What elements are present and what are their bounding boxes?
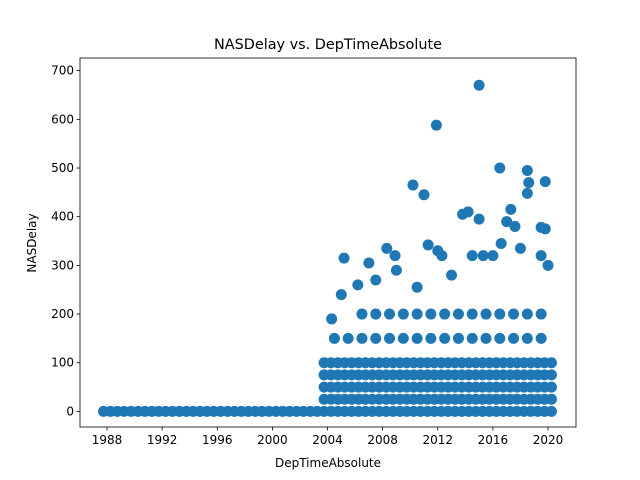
point (452, 332, 464, 344)
point (535, 250, 547, 262)
x-tick-label: 2020 (533, 433, 564, 447)
point (477, 250, 489, 262)
point (545, 405, 557, 417)
point (326, 313, 338, 325)
x-tick-label: 1992 (147, 433, 178, 447)
point (418, 189, 430, 201)
point (501, 216, 513, 228)
point (422, 239, 434, 251)
chart-title: NASDelay vs. DepTimeAbsolute (214, 37, 442, 53)
point (480, 308, 492, 320)
x-tick-label: 2000 (257, 433, 288, 447)
x-tick-label: 2008 (367, 433, 398, 447)
point (521, 187, 533, 199)
plot-area (98, 79, 557, 417)
point (411, 308, 423, 320)
point (521, 332, 533, 344)
point (466, 308, 478, 320)
point (370, 308, 382, 320)
point (545, 381, 557, 393)
point (545, 393, 557, 405)
point (508, 308, 520, 320)
y-tick-label: 400 (51, 210, 74, 224)
point (494, 308, 506, 320)
point (462, 206, 474, 218)
point (521, 308, 533, 320)
y-tick-label: 300 (51, 258, 74, 272)
point (508, 332, 520, 344)
point (545, 357, 557, 369)
point (473, 79, 485, 91)
x-tick-label: 2016 (478, 433, 509, 447)
point (487, 250, 499, 262)
point (439, 308, 451, 320)
point (439, 332, 451, 344)
point (389, 250, 401, 262)
point (390, 264, 402, 276)
point (466, 250, 478, 262)
point (425, 308, 437, 320)
point (542, 259, 554, 271)
point (425, 332, 437, 344)
point (384, 308, 396, 320)
point (446, 269, 458, 281)
point (473, 213, 485, 225)
point (535, 308, 547, 320)
y-tick-label: 600 (51, 112, 74, 126)
y-tick-label: 200 (51, 307, 74, 321)
point (338, 252, 350, 264)
point (335, 289, 347, 301)
point (381, 242, 393, 254)
point (523, 177, 535, 189)
point (509, 220, 521, 232)
point (535, 332, 547, 344)
point (539, 176, 551, 188)
y-tick-label: 700 (51, 64, 74, 78)
point (370, 274, 382, 286)
point (480, 332, 492, 344)
x-tick-label: 2004 (312, 433, 343, 447)
point (505, 203, 517, 215)
point (545, 369, 557, 381)
point (430, 119, 442, 131)
point (356, 332, 368, 344)
point (466, 332, 478, 344)
y-tick-label: 0 (66, 404, 74, 418)
point (494, 332, 506, 344)
point (411, 281, 423, 293)
point (363, 257, 375, 269)
point (494, 162, 506, 174)
point (342, 332, 354, 344)
point (452, 308, 464, 320)
point (356, 308, 368, 320)
x-tick-label: 1996 (202, 433, 233, 447)
y-tick-label: 500 (51, 161, 74, 175)
point (397, 308, 409, 320)
point (521, 164, 533, 176)
axes-frame (79, 57, 577, 428)
x-axis-label: DepTimeAbsolute (275, 456, 381, 470)
point (495, 237, 507, 249)
y-tick-label: 100 (51, 356, 74, 370)
point (328, 332, 340, 344)
point (411, 332, 423, 344)
point (514, 242, 526, 254)
point (407, 179, 419, 191)
y-axis-label: NASDelay (25, 213, 39, 272)
point (436, 250, 448, 262)
x-tick-label: 2012 (422, 433, 453, 447)
point (397, 332, 409, 344)
x-tick-label: 1988 (92, 433, 123, 447)
point (370, 332, 382, 344)
point (539, 223, 551, 235)
point (384, 332, 396, 344)
point (352, 279, 364, 291)
